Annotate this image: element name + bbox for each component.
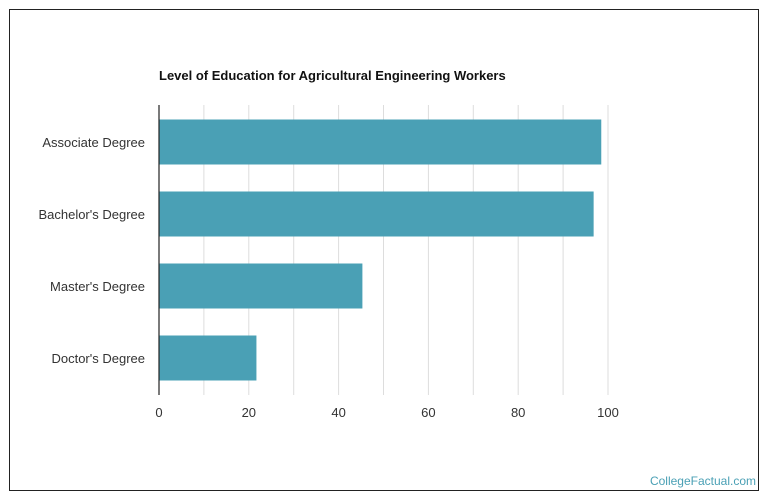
- x-tick-label: 40: [331, 405, 345, 420]
- x-tick-label: 20: [242, 405, 256, 420]
- bars: [159, 119, 602, 381]
- x-tick-label: 0: [155, 405, 162, 420]
- category-label: Associate Degree: [42, 135, 145, 150]
- category-label: Bachelor's Degree: [38, 207, 145, 222]
- category-labels: Associate Degree Bachelor's Degree Master'…: [38, 135, 145, 366]
- x-tick-label: 100: [597, 405, 619, 420]
- x-tick-label: 80: [511, 405, 525, 420]
- bar: [159, 191, 594, 237]
- bar: [159, 263, 363, 309]
- category-label: Master's Degree: [50, 279, 145, 294]
- x-tick-labels: 0 20 40 60 80 100: [155, 405, 618, 420]
- x-tick-label: 60: [421, 405, 435, 420]
- bar: [159, 119, 602, 165]
- chart-title: Level of Education for Agricultural Engi…: [159, 68, 506, 83]
- category-label: Doctor's Degree: [51, 351, 145, 366]
- bar: [159, 335, 257, 381]
- watermark: CollegeFactual.com: [649, 474, 756, 488]
